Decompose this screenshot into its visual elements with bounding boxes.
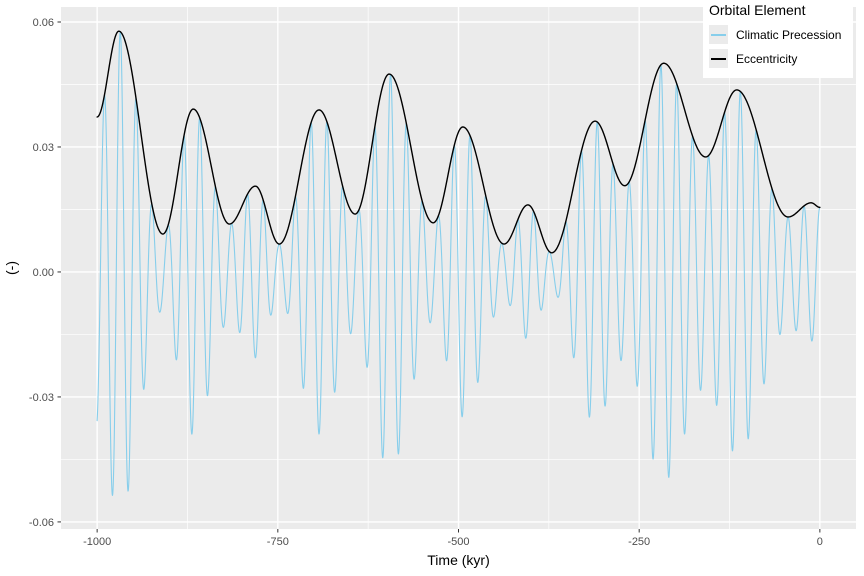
y-axis-title: (-) [3, 261, 19, 275]
x-tick-label: -500 [447, 536, 469, 548]
legend-entry-eccentricity: Eccentricity [709, 49, 853, 68]
y-tick-label: 0.00 [33, 267, 54, 279]
x-tick-label: -750 [267, 536, 289, 548]
legend-entry-climatic-precession: Climatic Precession [709, 25, 853, 44]
legend-line-sample-blue [711, 33, 726, 36]
x-axis-title: Time (kyr) [427, 552, 489, 568]
x-tick-label: 0 [817, 536, 823, 548]
legend-title: Orbital Element [709, 2, 806, 18]
series-climatic-precession [96, 31, 821, 496]
legend: Orbital Element Climatic Precession Ecce… [703, 0, 853, 78]
legend-key-eccentricity [709, 49, 728, 68]
legend-label-climatic-precession: Climatic Precession [736, 27, 842, 42]
y-tick-label: -0.06 [29, 517, 54, 529]
x-tick-label: -1000 [83, 536, 111, 548]
series-eccentricity [96, 30, 821, 254]
y-tick-label: 0.03 [33, 142, 54, 154]
legend-key-climatic-precession [709, 25, 728, 44]
y-tick-label: 0.06 [33, 17, 54, 29]
legend-line-sample-black [711, 57, 726, 60]
y-tick-label: -0.03 [29, 392, 54, 404]
x-tick-label: -250 [628, 536, 650, 548]
legend-label-eccentricity: Eccentricity [736, 51, 798, 66]
